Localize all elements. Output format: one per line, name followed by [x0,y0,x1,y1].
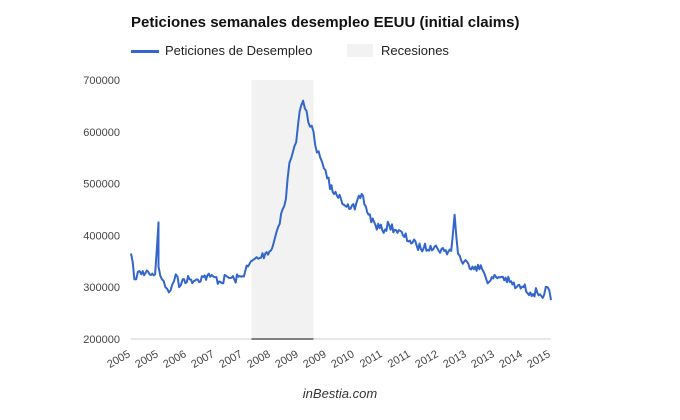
x-tick-label: 2013 [469,348,496,371]
chart-title: Peticiones semanales desempleo EEUU (ini… [131,14,520,31]
x-tick-label: 2009 [301,348,328,371]
x-tick-label: 2006 [161,348,188,371]
footer-credit: inBestia.com [302,386,378,401]
series-line-claims [130,99,552,301]
x-tick-label: 2011 [358,348,384,370]
x-tick-label: 2005 [133,348,160,371]
y-tick-label: 600000 [83,127,120,139]
x-tick-label: 2012 [413,348,440,371]
y-tick-label: 200000 [83,334,120,346]
x-tick-label: 2011 [386,348,412,370]
y-tick-label: 400000 [83,230,120,242]
legend-swatch-box [347,44,373,57]
legend-label-recessions: Recesiones [381,43,449,58]
y-tick-label: 700000 [83,75,120,87]
x-tick-label: 2009 [273,348,300,371]
x-tick-label: 2008 [245,348,272,371]
x-tick-label: 2005 [105,348,132,371]
y-tick-label: 500000 [83,179,120,191]
legend-label-claims: Peticiones de Desempleo [165,43,313,58]
x-tick-label: 2007 [217,348,244,371]
x-tick-label: 2015 [525,348,552,371]
x-tick-label: 2010 [329,348,356,371]
x-tick-label: 2007 [189,348,216,371]
y-tick-label: 300000 [83,282,120,294]
x-tick-label: 2013 [441,348,468,371]
x-tick-label: 2014 [497,348,524,371]
legend-swatch-line [131,50,159,53]
